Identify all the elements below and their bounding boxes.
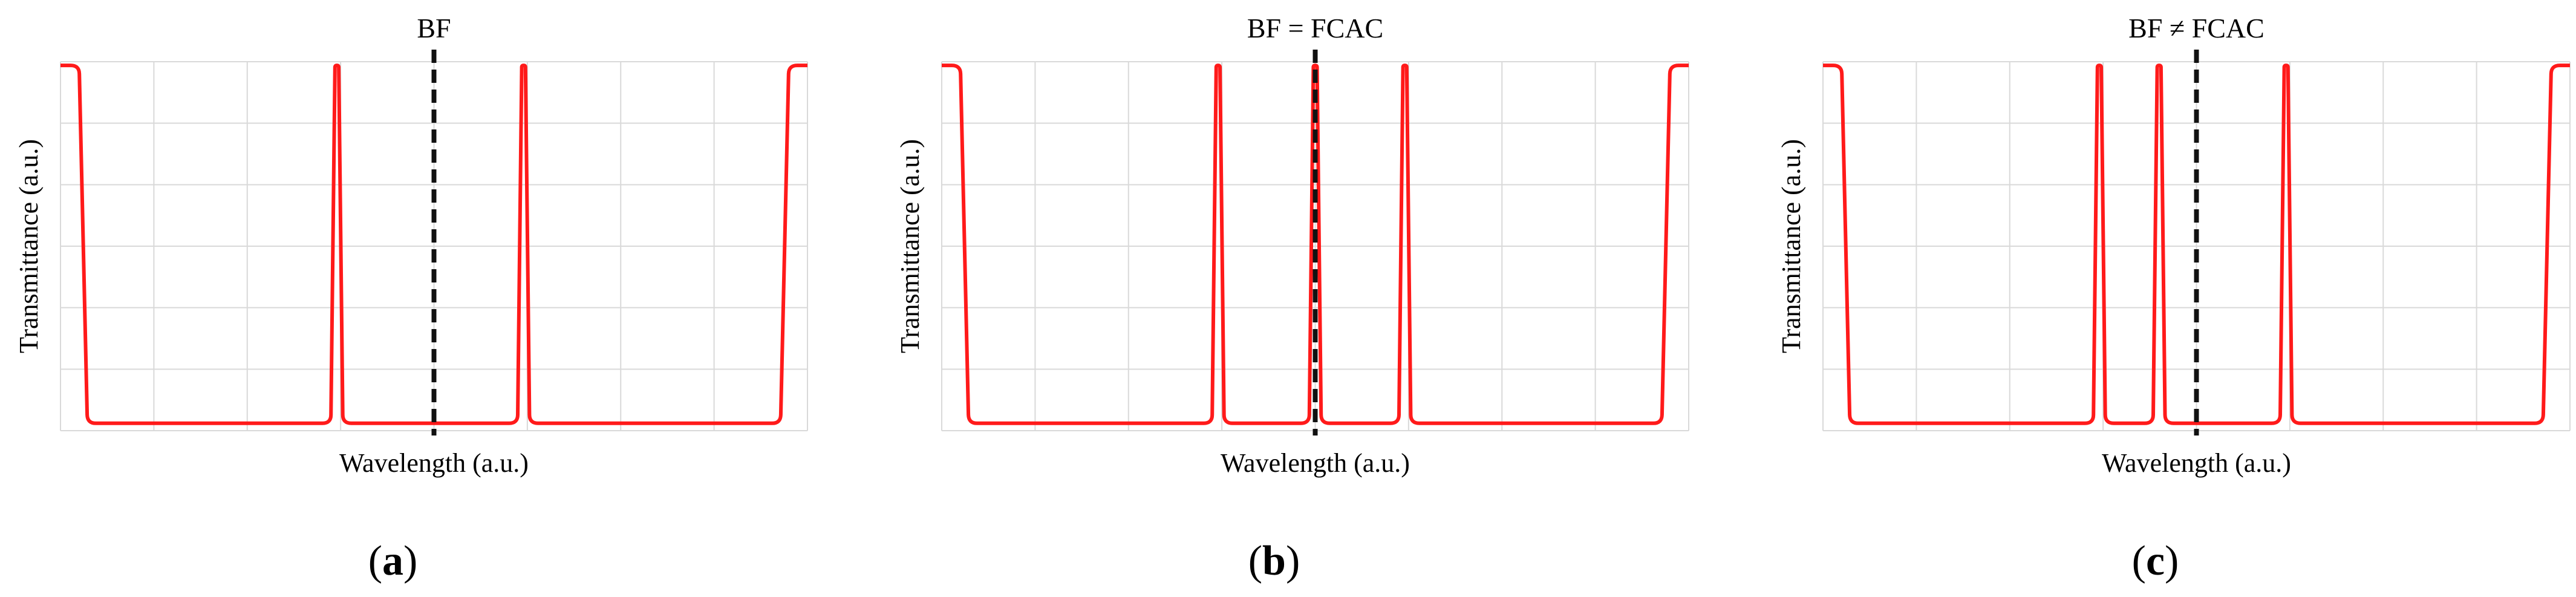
panel-title: BF xyxy=(417,13,451,44)
transmittance-curve xyxy=(60,64,807,425)
y-axis-label: Transmittance (a.u.) xyxy=(895,139,925,353)
panel-caption: (b) xyxy=(1248,538,1300,584)
panel-title: BF ≠ FCAC xyxy=(2128,13,2265,44)
panel-title: BF = FCAC xyxy=(1247,13,1383,44)
transmittance-curve xyxy=(1823,64,2570,425)
x-axis-label: Wavelength (a.u.) xyxy=(339,448,529,478)
panel-b: BF = FCAC Wavelength (a.u.) Transmittance … xyxy=(895,13,1689,584)
y-axis-label: Transmittance (a.u.) xyxy=(1776,139,1806,353)
y-axis-label: Transmittance (a.u.) xyxy=(14,139,44,353)
transmittance-curve xyxy=(942,64,1689,425)
panel-caption: (c) xyxy=(2132,538,2179,584)
panel-a: BF Wavelength (a.u.) Transmittance (a.u.) (… xyxy=(14,13,808,584)
panel-caption: (a) xyxy=(368,538,418,584)
panel-c: BF ≠ FCAC Wavelength (a.u.) Transmittance … xyxy=(1776,13,2571,584)
x-axis-label: Wavelength (a.u.) xyxy=(1221,448,1410,478)
x-axis-label: Wavelength (a.u.) xyxy=(2102,448,2291,478)
